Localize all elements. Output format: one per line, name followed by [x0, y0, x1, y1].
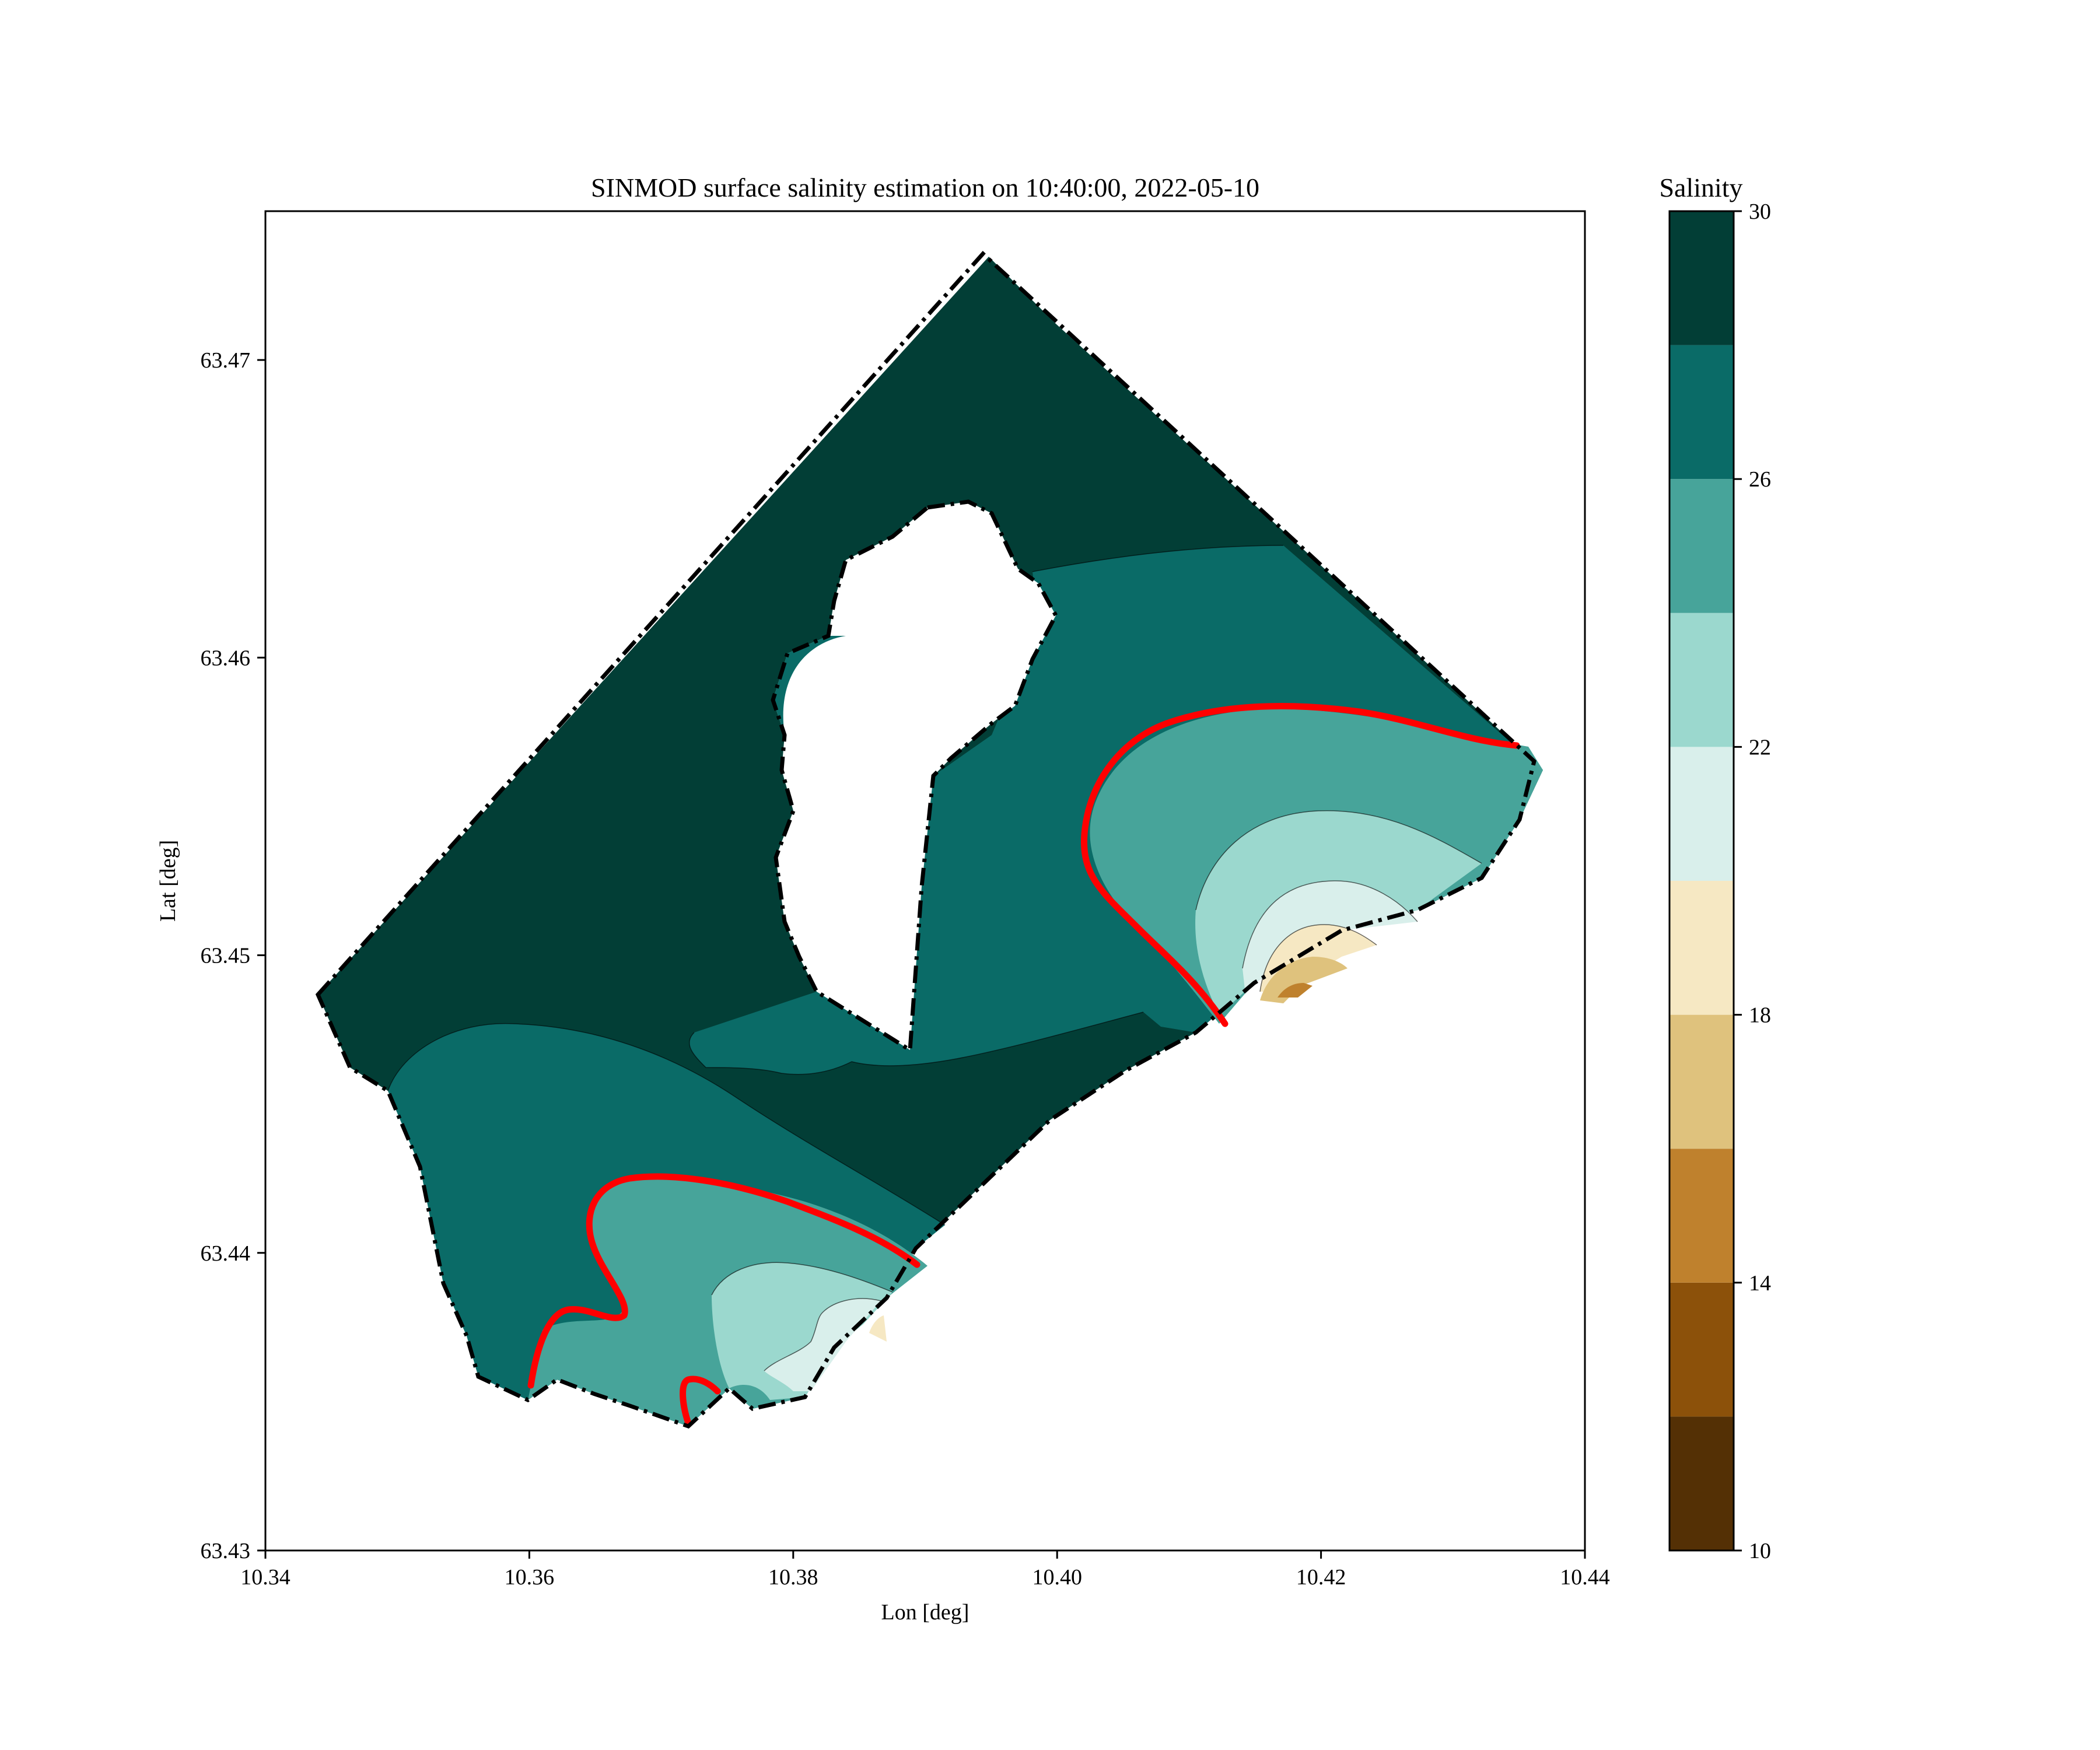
- colorbar-band: [1670, 747, 1734, 881]
- colorbar-tick-label: 22: [1749, 735, 1771, 760]
- threshold-contour-southwest: [527, 1173, 921, 1389]
- salinity-field: [318, 257, 1543, 1426]
- y-tick-label: 63.44: [201, 1241, 251, 1266]
- y-tick-label: 63.46: [201, 646, 251, 670]
- colorbar-ticks: 10 14 18 22 26 30: [1734, 200, 1771, 1563]
- y-axis-label: Lat [deg]: [156, 840, 180, 922]
- colorbar-band: [1670, 479, 1734, 613]
- y-axis-ticks: 63.43 63.44 63.45 63.46 63.47: [201, 348, 265, 1563]
- colorbar-band: [1670, 612, 1734, 747]
- salinity-region-16-18-northeast: [1260, 957, 1348, 1003]
- colorbar: [1670, 211, 1734, 1550]
- x-tick-label: 10.44: [1560, 1565, 1610, 1590]
- salinity-region-20-22-northeast: [1242, 881, 1418, 995]
- threshold-contour-southwest-small: [680, 1376, 721, 1427]
- axes-frame: [264, 210, 1586, 1552]
- salinity-region-22-24-southwest: [712, 1262, 892, 1400]
- x-tick-label: 10.36: [505, 1565, 555, 1590]
- x-axis-label: Lon [deg]: [881, 1600, 970, 1625]
- colorbar-frame: [1668, 210, 1735, 1552]
- colorbar-band: [1670, 1282, 1734, 1417]
- colorbar-band: [1670, 345, 1734, 480]
- y-tick-label: 63.43: [201, 1539, 251, 1563]
- colorbar-tick-label: 10: [1749, 1539, 1771, 1563]
- threshold-contour-northeast: [1081, 703, 1520, 1027]
- salinity-region-18-20-southwest: [869, 1315, 887, 1342]
- colorbar-band: [1670, 1149, 1734, 1283]
- colorbar-band: [1670, 211, 1734, 345]
- isohaline-lines: [387, 545, 1482, 1371]
- salinity-region-26-28-island-west: [773, 636, 846, 735]
- plot-area: [315, 251, 1543, 1429]
- colorbar-band: [1670, 1416, 1734, 1550]
- colorbar-tick-label: 14: [1749, 1271, 1771, 1296]
- y-tick-label: 63.47: [201, 348, 251, 373]
- y-tick-label: 63.45: [201, 944, 251, 968]
- salinity-region-20-22-southwest: [764, 1298, 881, 1391]
- x-tick-label: 10.38: [768, 1565, 818, 1590]
- domain-boundary: [315, 251, 1536, 1429]
- x-tick-label: 10.40: [1032, 1565, 1082, 1590]
- colorbar-band: [1670, 1014, 1734, 1149]
- colorbar-band: [1670, 881, 1734, 1015]
- salinity-region-14-16-northeast: [1278, 983, 1312, 998]
- colorbar-title: Salinity: [1659, 173, 1742, 202]
- x-tick-label: 10.34: [240, 1565, 290, 1590]
- colorbar-tick-label: 30: [1749, 200, 1771, 224]
- x-axis-ticks: 10.34 10.36 10.38 10.40 10.42 10.44: [240, 1550, 1610, 1590]
- colorbar-tick-label: 18: [1749, 1003, 1771, 1028]
- x-tick-label: 10.42: [1296, 1565, 1346, 1590]
- threshold-contours: [527, 703, 1520, 1427]
- island-no-data: [773, 502, 1056, 1050]
- chart-title: SINMOD surface salinity estimation on 10…: [591, 173, 1259, 202]
- colorbar-tick-label: 26: [1749, 467, 1771, 492]
